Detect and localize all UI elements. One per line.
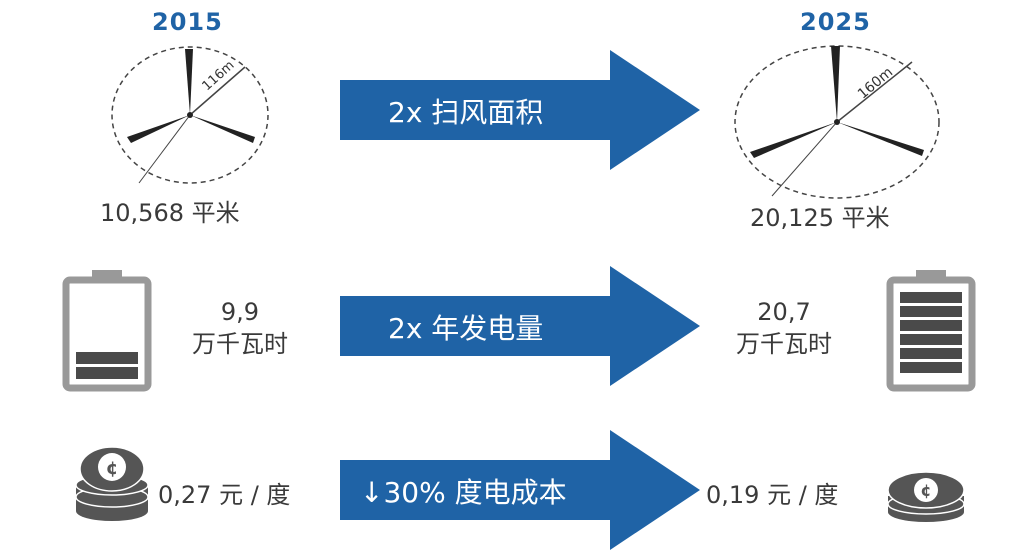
arrow-annual-energy: 2x 年发电量 <box>340 266 700 386</box>
energy-2015-value: 9,9 <box>220 298 260 326</box>
energy-2025-value: 20,7 <box>757 298 811 326</box>
arrow-label-swept-area: 2x 扫风面积 <box>388 96 544 129</box>
energy-2015: 9,9 万千瓦时 <box>170 296 310 360</box>
energy-2025-unit: 万千瓦时 <box>736 330 832 358</box>
battery-low-icon <box>62 270 152 392</box>
swept-area-2025: 20,125 平米 <box>750 204 890 232</box>
coin-symbol-2: ¢ <box>920 481 931 500</box>
cost-2025: 0,19 元 / 度 <box>706 481 839 509</box>
coin-stack-tall-icon: ¢ <box>75 446 149 521</box>
battery-full-icon <box>886 270 976 392</box>
cost-2015: 0,27 元 / 度 <box>158 481 291 509</box>
arrow-label-annual-energy: 2x 年发电量 <box>388 312 544 345</box>
arrow-swept-area: 2x 扫风面积 <box>340 50 700 170</box>
year-2015: 2015 <box>152 8 223 36</box>
radius-label-2025: 160m <box>855 64 896 102</box>
radius-label-2015: 116m <box>200 58 238 94</box>
rotor-2025-icon: 160m <box>734 45 940 199</box>
year-2025: 2025 <box>800 8 871 36</box>
swept-area-2015: 10,568 平米 <box>100 199 240 227</box>
energy-2025: 20,7 万千瓦时 <box>714 296 854 360</box>
coin-symbol: ¢ <box>106 458 119 479</box>
rotor-2015-icon: 116m <box>111 46 269 184</box>
energy-2015-unit: 万千瓦时 <box>192 330 288 358</box>
arrow-cost: ↓30% 度电成本 <box>340 430 700 550</box>
arrow-label-cost: ↓30% 度电成本 <box>360 476 567 509</box>
coin-stack-short-icon: ¢ <box>887 471 965 522</box>
